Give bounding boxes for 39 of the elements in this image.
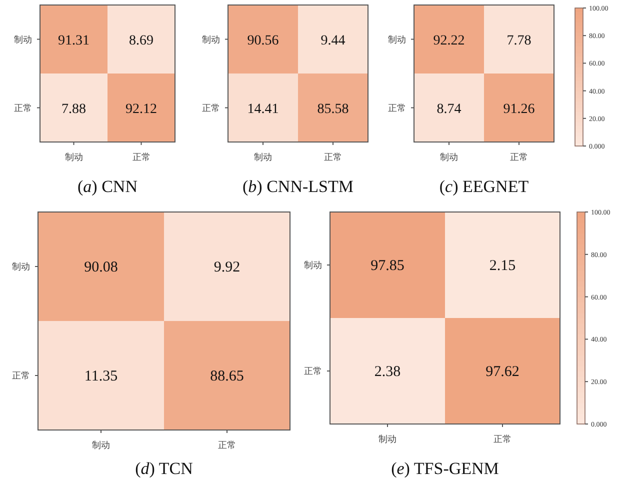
data-label: 11.35 [84, 368, 118, 384]
data-label: 7.78 [506, 33, 532, 48]
data-label: 90.56 [247, 33, 279, 48]
x-tick-label: 制动 [378, 434, 396, 444]
x-tick-label: 正常 [324, 152, 342, 162]
data-label: 90.08 [84, 260, 118, 276]
text: (b) CNN-LSTM [242, 177, 354, 196]
data-label: 91.26 [503, 102, 535, 117]
x-tick-label: 制动 [254, 152, 272, 162]
x-tick-label: 制动 [92, 440, 110, 450]
data-label: 88.65 [210, 368, 244, 384]
data-label: 8.74 [436, 102, 462, 117]
data-label: 14.41 [247, 102, 279, 117]
text: (d) TCN [135, 459, 193, 478]
data-label: 9.44 [320, 33, 346, 48]
y-tick-label: 正常 [14, 102, 32, 113]
text: (e) TFS-GENM [391, 459, 499, 478]
data-label: 85.58 [317, 102, 349, 117]
x-tick-label: 正常 [510, 152, 528, 162]
x-tick-label: 制动 [440, 152, 458, 162]
data-label: 2.38 [374, 364, 401, 380]
data-label: 8.69 [129, 33, 154, 48]
data-label: 97.62 [486, 364, 520, 380]
text: (c) EEGNET [439, 177, 530, 196]
data-label: 91.31 [58, 33, 90, 48]
y-tick-label: 正常 [12, 370, 30, 380]
x-tick-label: 正常 [218, 440, 236, 450]
data-label: 97.85 [370, 258, 404, 274]
text: (a) CNN [78, 177, 138, 196]
y-tick-label: 制动 [14, 34, 32, 44]
data-label: 9.92 [214, 260, 240, 276]
x-tick-label: 制动 [64, 152, 83, 162]
x-tick-label: 正常 [132, 152, 150, 162]
data-label: 7.88 [62, 102, 86, 117]
data-label: 92.12 [126, 102, 157, 117]
y-tick-label: 制动 [12, 262, 30, 272]
data-label: 2.15 [489, 258, 516, 274]
data-label: 92.22 [433, 33, 465, 48]
x-tick-label: 正常 [494, 434, 512, 444]
